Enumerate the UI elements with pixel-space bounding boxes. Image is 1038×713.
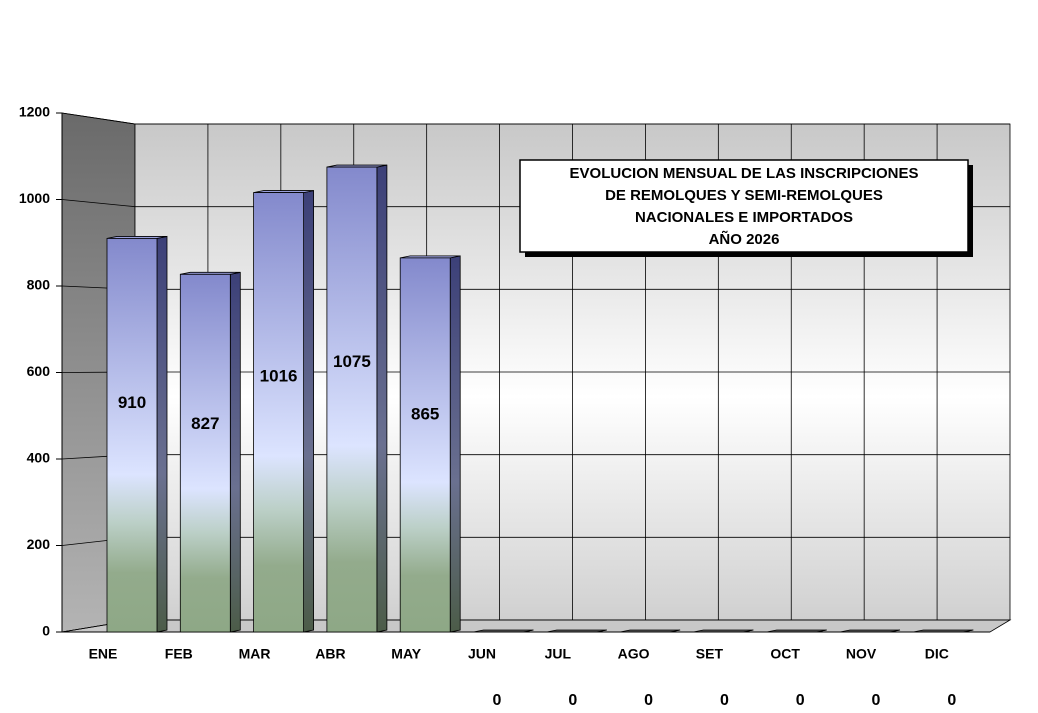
bar <box>253 192 305 633</box>
value-label: 0 <box>796 692 805 709</box>
grid-line <box>61 112 136 125</box>
title-box <box>519 159 969 253</box>
value-label: 0 <box>720 692 729 709</box>
x-tick-label: AGO <box>618 646 650 662</box>
x-tick-label: ENE <box>89 646 118 662</box>
bar-side <box>303 190 315 633</box>
bar-side <box>229 271 241 633</box>
x-tick-label: OCT <box>770 646 800 662</box>
bar-top <box>546 629 607 633</box>
value-label: 1016 <box>260 367 298 386</box>
value-label: 865 <box>411 404 439 423</box>
value-label: 0 <box>644 692 653 709</box>
title-line: AÑO 2026 <box>709 230 780 248</box>
y-tick-label: 200 <box>27 536 51 552</box>
title-line: EVOLUCION MENSUAL DE LAS INSCRIPCIONES <box>570 165 919 182</box>
bar <box>326 166 378 633</box>
bar-side <box>376 164 388 633</box>
value-label: 0 <box>947 692 956 709</box>
x-tick-label: NOV <box>846 646 877 662</box>
y-tick-label: 400 <box>27 450 51 466</box>
value-label: 0 <box>568 692 577 709</box>
x-tick-label: FEB <box>165 646 193 662</box>
bar-top <box>913 629 974 633</box>
bar-top <box>620 629 681 633</box>
x-tick-label: JUL <box>545 646 572 662</box>
bar <box>179 273 231 633</box>
y-tick-label: 1200 <box>19 104 50 120</box>
bar <box>106 238 158 633</box>
value-label: 827 <box>191 414 219 433</box>
bar-top <box>766 629 827 633</box>
y-tick-label: 800 <box>27 277 51 293</box>
bar <box>399 257 451 633</box>
x-tick-label: ABR <box>315 646 345 662</box>
value-label: 0 <box>493 692 502 709</box>
bar-side <box>156 235 168 633</box>
value-label: 1075 <box>333 352 371 371</box>
x-tick-label: JUN <box>468 646 496 662</box>
y-tick-label: 1000 <box>19 190 50 206</box>
bar-side <box>449 255 461 633</box>
y-tick-label: 600 <box>27 363 51 379</box>
y-tick-label: 0 <box>42 623 50 639</box>
title-line: DE REMOLQUES Y SEMI-REMOLQUES <box>605 187 883 204</box>
bar-top <box>839 629 901 633</box>
x-tick-label: SET <box>696 646 724 662</box>
title-line: NACIONALES E IMPORTADOS <box>635 209 853 226</box>
x-tick-label: MAY <box>391 646 421 662</box>
bar-top <box>693 629 754 633</box>
bar-top <box>473 629 534 633</box>
value-label: 0 <box>872 692 881 709</box>
value-label: 910 <box>118 393 146 412</box>
x-tick-label: DIC <box>925 646 949 662</box>
grid-line <box>61 199 136 208</box>
x-tick-label: MAR <box>239 646 271 662</box>
